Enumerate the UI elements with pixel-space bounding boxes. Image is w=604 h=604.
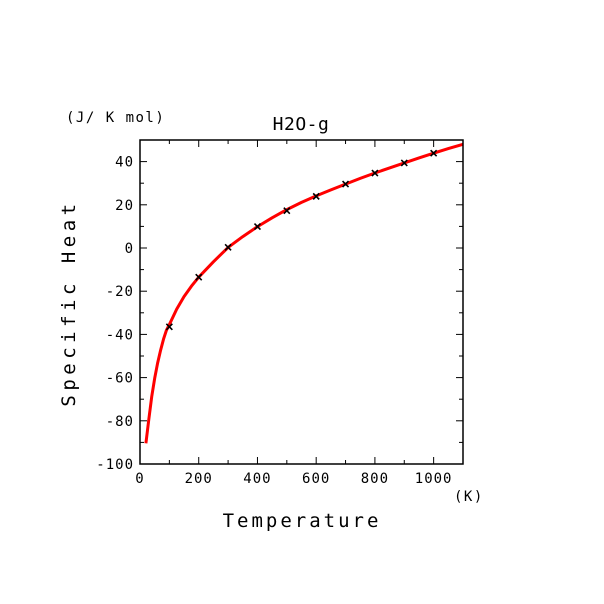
y-tick-label: -80 — [106, 414, 134, 430]
y-unit-label: (J/ K mol) — [66, 110, 165, 126]
series-line — [144, 142, 464, 444]
x-tick-label: 800 — [361, 471, 389, 487]
y-tick-label: -20 — [106, 284, 134, 300]
data-point-marker — [341, 180, 350, 188]
x-tick-label: 1000 — [415, 471, 453, 487]
y-tick-label: -100 — [96, 457, 134, 473]
x-tick-label: 400 — [243, 471, 271, 487]
data-point-marker — [165, 323, 173, 331]
y-axis-label: Specific Heat — [58, 199, 80, 406]
data-point-marker — [283, 207, 291, 215]
plot-area — [144, 142, 464, 444]
x-tick-label: 600 — [302, 471, 330, 487]
y-tick-label: -40 — [106, 327, 134, 343]
x-tick-label: 200 — [185, 471, 213, 487]
data-point-marker — [371, 169, 379, 177]
data-point-marker — [253, 223, 262, 231]
data-point-marker — [195, 273, 203, 281]
chart-title: H2O-g — [273, 114, 330, 135]
x-unit-label: (K) — [454, 489, 484, 505]
data-point-marker — [224, 243, 232, 251]
plot-frame — [139, 139, 464, 465]
data-point-marker — [400, 159, 408, 167]
x-axis-label: Temperature — [223, 510, 382, 532]
y-tick-label: 40 — [115, 155, 134, 171]
axis-ticks: 0 200 400 600 800 1000 -100 -80 -60 -40 -20 0 20 40 — [96, 139, 464, 487]
y-tick-label: 0 — [125, 241, 134, 257]
y-tick-label: 20 — [115, 198, 134, 214]
data-point-marker — [312, 192, 320, 200]
data-point-marker — [430, 149, 438, 157]
x-tick-label: 0 — [135, 471, 144, 487]
y-tick-label: -60 — [106, 371, 134, 387]
